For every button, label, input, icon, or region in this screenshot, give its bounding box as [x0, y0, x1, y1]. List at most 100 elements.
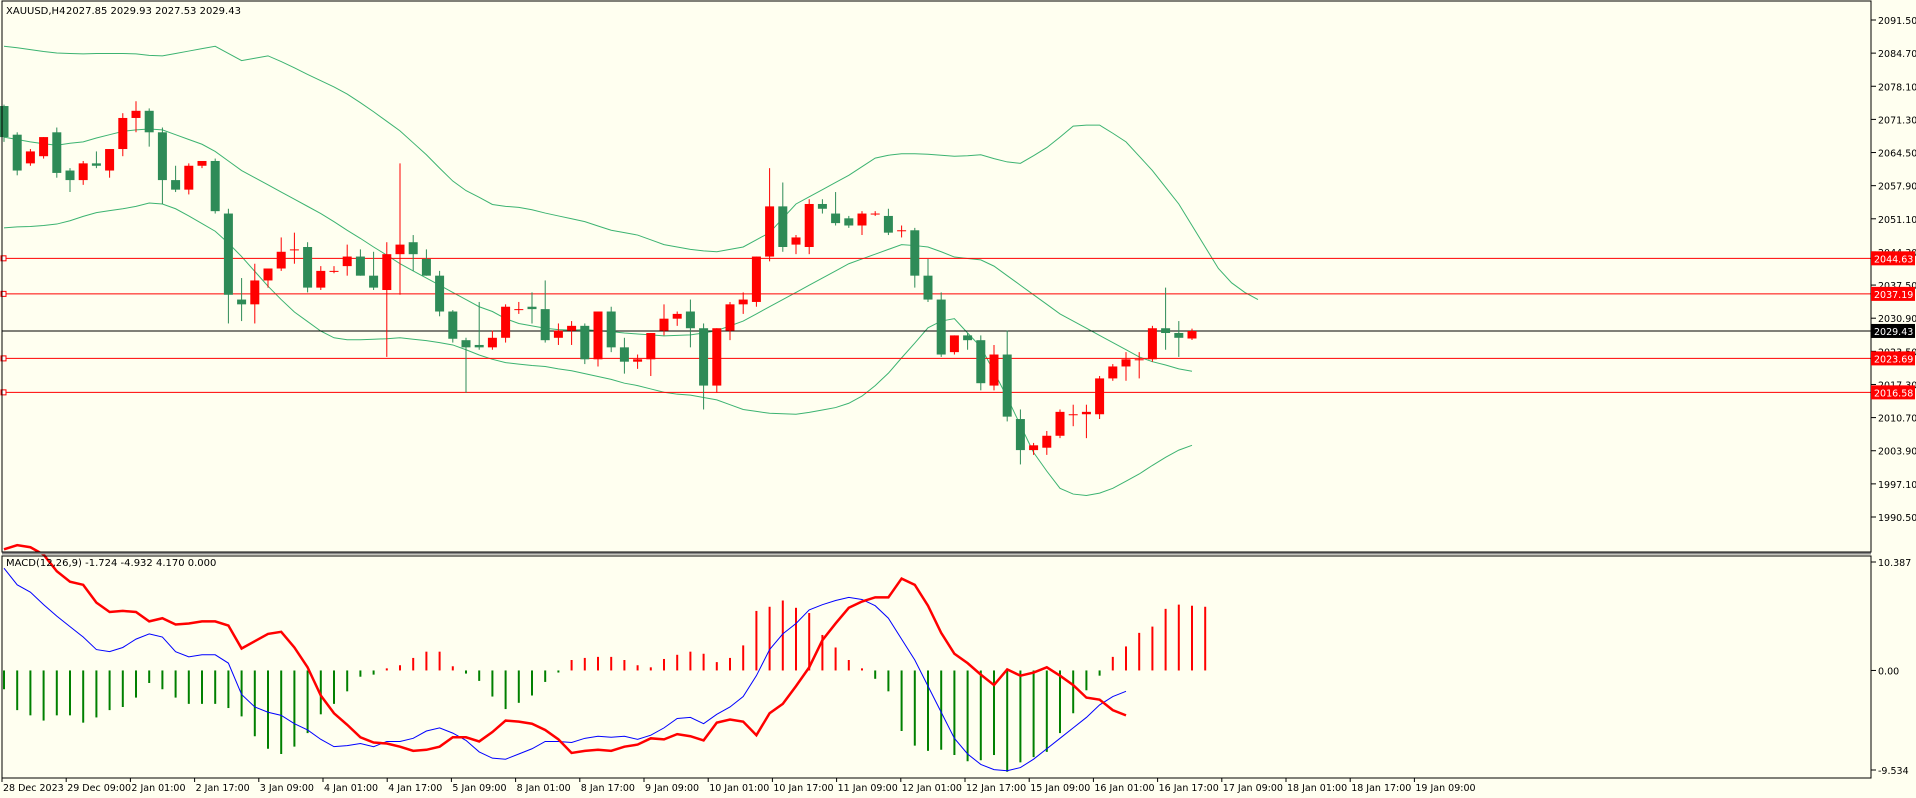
price-axis-label: 2030.90	[1878, 314, 1916, 325]
bullish-candle	[118, 117, 128, 150]
bullish-candle	[1042, 435, 1052, 448]
bullish-candle	[870, 213, 880, 215]
level-handle	[0, 355, 7, 362]
current-price-label: 2029.43	[1874, 327, 1913, 338]
bearish-candle	[778, 206, 788, 247]
time-axis-label: 10 Jan 17:00	[773, 783, 833, 794]
bullish-candle	[659, 318, 669, 331]
bullish-candle	[765, 206, 775, 257]
level-handle	[0, 389, 7, 396]
bearish-candle	[369, 275, 379, 288]
bearish-candle	[171, 180, 181, 190]
bullish-candle	[725, 304, 735, 331]
bearish-candle	[883, 215, 893, 233]
bullish-candle	[949, 335, 959, 353]
bullish-candle	[78, 163, 88, 181]
bullish-candle	[514, 309, 524, 311]
bearish-candle	[831, 213, 841, 224]
bullish-candle	[791, 237, 801, 245]
bullish-candle	[105, 149, 115, 171]
current-price-tag	[1871, 323, 1915, 338]
price-axis-label: 2003.90	[1878, 447, 1916, 458]
macd-panel[interactable]	[3, 543, 1207, 772]
bearish-candle	[157, 132, 167, 181]
bullish-candle	[39, 137, 49, 157]
time-axis-label: 2 Jan 01:00	[131, 783, 185, 794]
bearish-candle	[474, 344, 484, 348]
bullish-candle	[738, 299, 748, 305]
time-axis-label: 11 Jan 09:00	[838, 783, 898, 794]
bullish-candle	[1121, 359, 1131, 367]
bullish-candle	[857, 213, 867, 226]
time-axis-label: 12 Jan 01:00	[902, 783, 962, 794]
time-axis-label: 12 Jan 17:00	[966, 783, 1026, 794]
bearish-candle	[699, 328, 709, 386]
bullish-candle	[501, 306, 511, 338]
bearish-candle	[408, 242, 418, 255]
bearish-candle	[210, 160, 220, 212]
price-chart-title: XAUUSD,H4	[6, 6, 65, 17]
bullish-candle	[1187, 330, 1197, 339]
time-axis-label: 3 Jan 09:00	[260, 783, 314, 794]
bearish-candle	[910, 230, 920, 276]
bearish-candle	[65, 170, 75, 181]
bollinger-upper-band	[3, 45, 1259, 301]
bearish-candle	[580, 325, 590, 360]
bullish-candle	[989, 354, 999, 386]
bearish-candle	[237, 299, 247, 305]
time-axis-label: 18 Jan 17:00	[1351, 783, 1411, 794]
price-axis-label: 2051.10	[1878, 215, 1916, 226]
bullish-candle	[1134, 359, 1144, 361]
bullish-candle	[250, 280, 260, 305]
bearish-candle	[303, 246, 313, 288]
bearish-candle	[223, 213, 233, 295]
bearish-candle	[12, 134, 22, 171]
price-axis-label: 1997.10	[1878, 480, 1916, 491]
level-price-tag	[1871, 385, 1915, 400]
bullish-candle	[131, 110, 141, 118]
time-axis-label: 5 Jan 09:00	[452, 783, 506, 794]
bearish-candle	[619, 347, 629, 362]
bearish-candle	[527, 306, 537, 310]
time-axis-label: 16 Jan 17:00	[1159, 783, 1219, 794]
level-price-tag	[1871, 351, 1915, 366]
bearish-candle	[976, 340, 986, 384]
bullish-candle	[897, 230, 907, 232]
bullish-candle	[487, 337, 497, 348]
time-axis-label: 17 Jan 09:00	[1223, 783, 1283, 794]
price-axis-label: 2071.30	[1878, 115, 1916, 126]
price-axis-label: 2064.50	[1878, 149, 1916, 160]
bullish-candle	[329, 270, 339, 272]
bearish-candle	[606, 311, 616, 348]
ohlc-readout: 2027.85 2029.93 2027.53 2029.43	[66, 6, 241, 17]
macd-axis-label: -9.534	[1878, 766, 1909, 777]
bearish-candle	[448, 311, 458, 339]
macd-axis-label: 10.387	[1878, 558, 1911, 569]
bullish-candle	[382, 254, 392, 291]
macd-line	[3, 567, 1127, 772]
bearish-candle	[91, 163, 101, 166]
macd-axis-label: 0.00	[1878, 666, 1899, 677]
bullish-candle	[316, 270, 326, 288]
level-price-label: 2023.69	[1874, 354, 1913, 365]
bearish-candle	[355, 256, 365, 276]
macd-panel-frame	[1, 555, 1872, 779]
price-panel[interactable]	[0, 45, 1871, 497]
price-axis-label: 2084.70	[1878, 49, 1916, 60]
bullish-candle	[1029, 445, 1039, 451]
bullish-candle	[553, 330, 563, 338]
bearish-candle	[540, 309, 550, 341]
price-axis-label: 2037.50	[1878, 281, 1916, 292]
bullish-candle	[197, 160, 207, 166]
bullish-candle	[1095, 378, 1105, 415]
bullish-candle	[1068, 414, 1078, 416]
bullish-candle	[712, 328, 722, 386]
time-axis-label: 28 Dec 2023	[3, 783, 64, 794]
bearish-candle	[1015, 419, 1025, 451]
bearish-candle	[1161, 328, 1171, 334]
bullish-candle	[289, 249, 299, 251]
bullish-candle	[342, 256, 352, 267]
